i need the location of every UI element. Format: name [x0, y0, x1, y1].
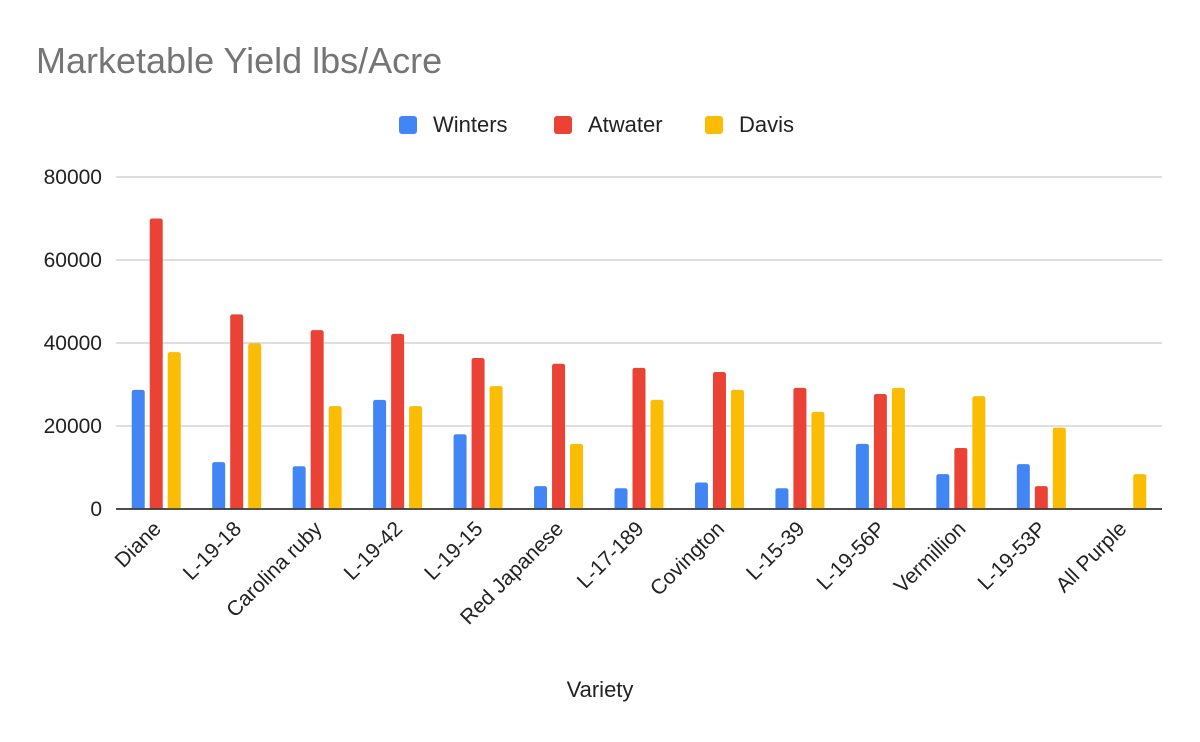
bar-davis-6 — [570, 443, 584, 509]
chart-title: Marketable Yield lbs/Acre — [36, 40, 443, 81]
bar-davis-4 — [409, 406, 423, 509]
x-tick-label: L-19-15 — [420, 517, 487, 584]
bar-winters-6 — [534, 486, 548, 509]
bar-davis-8 — [730, 389, 744, 509]
bar-winters-11 — [936, 474, 950, 509]
legend-label-davis: Davis — [739, 112, 795, 137]
bar-atwater-4 — [391, 333, 405, 509]
legend: Winters Atwater Davis — [0, 110, 1200, 140]
bar-atwater-8 — [712, 372, 726, 509]
bar-atwater-7 — [632, 367, 646, 509]
x-axis-label: Variety — [566, 677, 634, 702]
bar-davis-3 — [328, 406, 342, 509]
bar-davis-1 — [167, 352, 181, 509]
y-tick-label: 20000 — [44, 415, 102, 438]
legend-label-winters: Winters — [433, 112, 508, 137]
bar-winters-4 — [373, 399, 387, 509]
bar-davis-12 — [1052, 427, 1066, 509]
bar-winters-7 — [614, 488, 628, 509]
x-tick-label: Covington — [646, 517, 729, 600]
bar-winters-2 — [212, 462, 226, 509]
bar-winters-8 — [694, 482, 708, 509]
legend-item-davis: Davis — [705, 110, 794, 140]
y-tick-label: 80000 — [44, 166, 102, 189]
bar-atwater-9 — [793, 387, 807, 509]
legend-swatch-atwater — [554, 116, 572, 134]
bar-atwater-2 — [230, 314, 244, 509]
y-tick-label: 60000 — [44, 249, 102, 272]
bar-atwater-6 — [552, 363, 566, 509]
legend-label-atwater: Atwater — [588, 112, 663, 137]
bar-winters-10 — [855, 443, 869, 509]
bar-winters-3 — [292, 466, 306, 509]
x-tick-label: All Purple — [1051, 517, 1131, 597]
x-tick-label: L-19-18 — [179, 517, 246, 584]
legend-swatch-winters — [399, 116, 417, 134]
y-tick-label: 40000 — [44, 332, 102, 355]
bar-davis-2 — [248, 343, 262, 509]
bar-davis-13 — [1133, 474, 1147, 509]
bar-davis-9 — [811, 411, 825, 509]
bar-winters-1 — [131, 389, 145, 509]
bar-atwater-10 — [873, 394, 887, 509]
bar-davis-10 — [891, 387, 905, 509]
x-tick-label: L-19-42 — [340, 517, 407, 584]
x-tick-label: L-19-56P — [813, 517, 890, 594]
bar-atwater-1 — [149, 218, 163, 509]
legend-item-atwater: Atwater — [554, 110, 663, 140]
bar-davis-11 — [972, 396, 986, 509]
bar-atwater-11 — [954, 447, 968, 509]
x-tick-label: L-15-39 — [742, 517, 809, 584]
bar-atwater-5 — [471, 357, 485, 509]
legend-swatch-davis — [705, 116, 723, 134]
x-tick-label: L-17-189 — [573, 517, 649, 593]
x-tick-label: Diane — [111, 517, 166, 572]
bar-winters-12 — [1016, 464, 1030, 509]
y-tick-label: 0 — [90, 498, 102, 521]
bar-atwater-3 — [310, 330, 324, 509]
x-tick-label: Vermillion — [890, 517, 971, 598]
legend-item-winters: Winters — [399, 110, 508, 140]
bar-atwater-12 — [1034, 486, 1048, 509]
bar-davis-7 — [650, 399, 664, 509]
bar-davis-5 — [489, 386, 503, 509]
x-tick-label: L-19-53P — [973, 517, 1050, 594]
bar-winters-5 — [453, 434, 467, 509]
bar-winters-9 — [775, 488, 789, 509]
